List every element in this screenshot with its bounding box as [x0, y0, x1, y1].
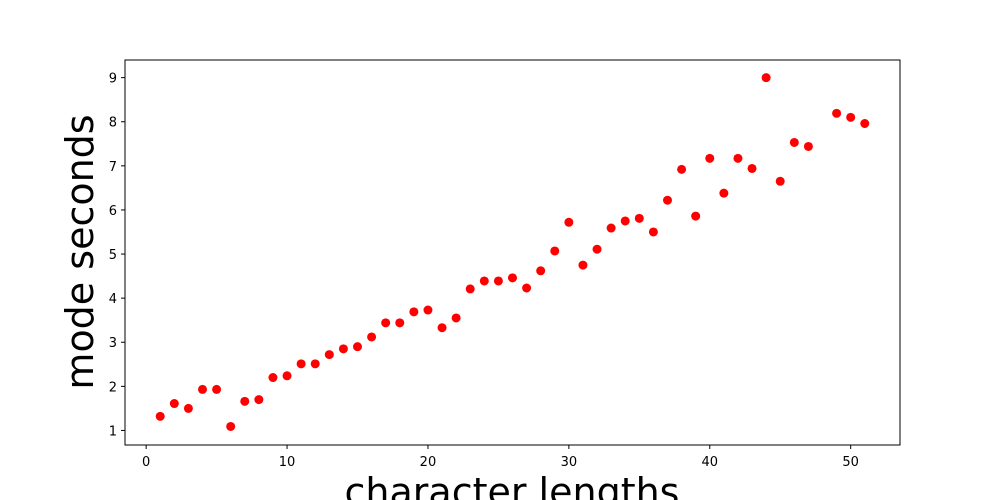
point	[465, 284, 475, 294]
point	[353, 342, 362, 352]
point	[254, 395, 264, 405]
y-axis-label: mode seconds	[58, 114, 102, 389]
point	[493, 276, 503, 286]
y-tick-label: 2	[109, 380, 117, 395]
point	[606, 223, 616, 233]
point	[508, 273, 517, 283]
point	[634, 213, 644, 223]
point	[268, 373, 278, 383]
point	[409, 307, 419, 317]
y-tick-label: 7	[109, 160, 117, 175]
point	[550, 246, 560, 256]
x-tick-label: 40	[701, 455, 718, 470]
point	[367, 332, 377, 342]
point	[691, 211, 701, 221]
point	[620, 216, 630, 226]
point	[733, 153, 743, 163]
point	[648, 227, 658, 237]
point	[395, 318, 405, 328]
point	[479, 276, 489, 286]
plot-frame	[124, 59, 901, 446]
point	[803, 141, 813, 151]
point	[423, 305, 433, 315]
point	[522, 283, 532, 293]
point	[296, 359, 306, 369]
point	[338, 344, 348, 354]
x-tick-label: 30	[561, 455, 578, 470]
point	[677, 164, 687, 174]
point	[282, 371, 292, 381]
point	[705, 153, 715, 163]
point	[183, 403, 193, 413]
y-tick-label: 9	[109, 72, 117, 87]
point	[240, 396, 250, 406]
point	[451, 313, 461, 323]
point	[155, 411, 165, 421]
y-tick-label: 4	[109, 292, 117, 307]
point	[437, 323, 447, 333]
point	[212, 384, 222, 394]
point	[747, 163, 757, 173]
point	[198, 384, 207, 394]
point	[846, 112, 856, 122]
point	[564, 217, 574, 227]
point	[592, 244, 602, 254]
point	[381, 318, 391, 328]
y-tick-label: 3	[109, 336, 117, 351]
x-tick-label: 0	[142, 455, 150, 470]
point	[719, 188, 729, 198]
y-tick-label: 8	[109, 116, 117, 131]
x-axis-label: character lengths	[345, 470, 680, 500]
x-tick-label: 10	[279, 455, 296, 470]
point	[536, 266, 546, 276]
y-tick-label: 6	[109, 204, 117, 219]
y-tick-label: 1	[109, 424, 117, 439]
point	[663, 195, 672, 205]
x-tick-label: 50	[842, 455, 859, 470]
point	[324, 350, 334, 360]
point	[775, 176, 785, 186]
point	[226, 421, 236, 431]
point	[789, 137, 799, 147]
x-tick-label: 20	[420, 455, 437, 470]
point	[860, 119, 870, 129]
point	[310, 359, 320, 369]
y-tick-label: 5	[109, 248, 117, 263]
point	[832, 108, 842, 118]
point	[761, 73, 771, 83]
point	[169, 399, 179, 409]
point	[578, 260, 588, 270]
